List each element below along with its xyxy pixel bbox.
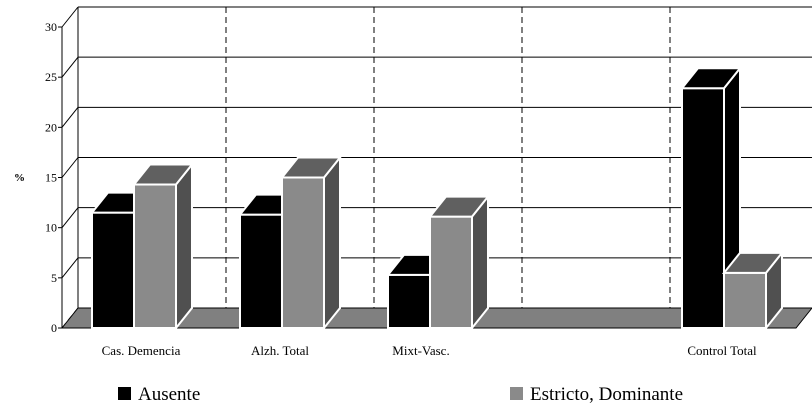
bar-front bbox=[429, 215, 473, 330]
y-axis-label: % bbox=[14, 172, 25, 184]
y-tick-label: 25 bbox=[45, 70, 57, 84]
bar-top bbox=[427, 195, 491, 218]
bar-front bbox=[133, 183, 177, 329]
category-label: Cas. Demencia bbox=[102, 343, 181, 358]
y-tick-label: 15 bbox=[45, 171, 57, 185]
legend-item: Ausente bbox=[118, 384, 200, 405]
bar-top bbox=[721, 251, 785, 274]
bar-front bbox=[387, 273, 431, 329]
gridline-side bbox=[61, 56, 79, 78]
gridline-side bbox=[61, 107, 79, 128]
bar bbox=[279, 154, 343, 331]
bar-front bbox=[239, 213, 283, 329]
bar bbox=[679, 65, 743, 331]
bar-front bbox=[281, 176, 325, 329]
bar-front bbox=[723, 271, 767, 330]
bar bbox=[721, 249, 785, 331]
y-tick-label: 5 bbox=[51, 271, 57, 285]
category-label: Alzh. Total bbox=[251, 343, 309, 358]
legend-label: Ausente bbox=[138, 384, 200, 405]
bar-front bbox=[681, 87, 725, 329]
gridline-side bbox=[61, 157, 79, 178]
bar-side bbox=[471, 193, 489, 331]
y-tick-labels: 0 5 10 15 20 25 30 bbox=[45, 20, 57, 335]
category-label: Mixt-Vasc. bbox=[392, 343, 449, 358]
legend-item: Estricto, Dominante bbox=[510, 384, 683, 405]
gridline-side bbox=[61, 6, 79, 28]
bar-top bbox=[679, 67, 743, 90]
y-tick-label: 0 bbox=[51, 321, 57, 335]
gridline-side bbox=[61, 207, 79, 228]
y-tick-label: 10 bbox=[45, 221, 57, 235]
legend-swatch bbox=[510, 387, 523, 400]
gridline-side bbox=[61, 257, 79, 279]
y-axis bbox=[58, 26, 63, 329]
category-labels: Cas. Demencia Alzh. Total Mixt-Vasc. Contro… bbox=[102, 343, 757, 358]
y-tick-label: 20 bbox=[45, 120, 57, 134]
y-tick-label: 30 bbox=[45, 20, 57, 34]
bar-front bbox=[91, 211, 135, 329]
bar-side bbox=[323, 154, 341, 331]
bar bbox=[427, 193, 491, 331]
legend: Ausente Estricto, Dominante bbox=[118, 384, 683, 405]
legend-label: Estricto, Dominante bbox=[530, 384, 683, 405]
bar-top bbox=[279, 156, 343, 179]
bar-side bbox=[175, 161, 193, 331]
bar bbox=[131, 161, 195, 331]
category-label: Control Total bbox=[687, 343, 757, 358]
legend-swatch bbox=[118, 387, 131, 400]
bar-top bbox=[131, 163, 195, 186]
chart-bars bbox=[89, 65, 785, 331]
